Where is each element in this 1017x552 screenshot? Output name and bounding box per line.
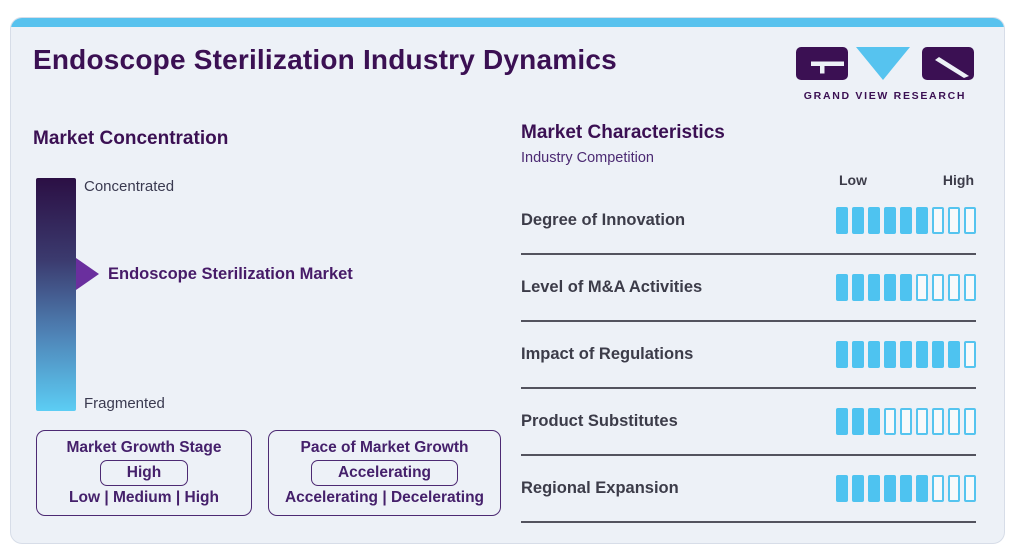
- rating-segment-empty: [948, 408, 960, 435]
- gvr-logo-icon: [796, 47, 974, 80]
- rating-segment-filled: [900, 207, 912, 234]
- rating-segment-filled: [868, 408, 880, 435]
- infographic-card: Endoscope Sterilization Industry Dynamic…: [10, 17, 1005, 544]
- rating-segment-empty: [948, 475, 960, 502]
- rating-segment-empty: [948, 274, 960, 301]
- rating-segment-empty: [964, 207, 976, 234]
- growth-stage-title: Market Growth Stage: [66, 439, 222, 456]
- pace-title: Pace of Market Growth: [300, 439, 469, 456]
- characteristic-label: Impact of Regulations: [521, 345, 694, 363]
- characteristic-row: Level of M&A Activities: [521, 255, 976, 322]
- industry-competition-subheading: Industry Competition: [521, 150, 654, 166]
- rating-segment-filled: [884, 207, 896, 234]
- rating-segment-filled: [948, 341, 960, 368]
- rating-segment-empty: [964, 475, 976, 502]
- rating-segment-filled: [868, 341, 880, 368]
- rating-segment-empty: [964, 274, 976, 301]
- rating-segment-filled: [932, 341, 944, 368]
- scale-header: Low High: [521, 172, 976, 188]
- market-characteristics-heading: Market Characteristics: [521, 122, 725, 143]
- rating-segment-filled: [868, 207, 880, 234]
- characteristics-rows: Degree of Innovation Level of M&A Activit…: [521, 188, 976, 523]
- card-top-accent-strip: [11, 18, 1004, 27]
- rating-segment-filled: [916, 207, 928, 234]
- rating-segment-filled: [884, 475, 896, 502]
- rating-segment-filled: [900, 341, 912, 368]
- concentrated-label: Concentrated: [84, 178, 175, 195]
- rating-segment-filled: [852, 207, 864, 234]
- rating-segment-filled: [852, 341, 864, 368]
- pace-options: Accelerating | Decelerating: [284, 489, 485, 506]
- rating-segment-empty: [932, 475, 944, 502]
- characteristic-label: Degree of Innovation: [521, 211, 686, 229]
- characteristic-row: Regional Expansion: [521, 456, 976, 523]
- rating-segment-empty: [948, 207, 960, 234]
- rating-segment-filled: [884, 341, 896, 368]
- growth-stage-options: Low | Medium | High: [69, 489, 219, 506]
- brand-logo: GRAND VIEW RESEARCH: [794, 46, 976, 102]
- rating-segment-filled: [852, 274, 864, 301]
- growth-stage-selected-value: High: [99, 460, 189, 486]
- rating-bar-group: [836, 475, 976, 502]
- rating-segment-empty: [964, 408, 976, 435]
- scale-high-label: High: [942, 172, 974, 188]
- pace-of-growth-box: Pace of Market Growth Accelerating Accel…: [268, 430, 501, 516]
- rating-segment-filled: [852, 475, 864, 502]
- characteristic-label: Level of M&A Activities: [521, 278, 703, 296]
- rating-segment-empty: [916, 408, 928, 435]
- brand-name: GRAND VIEW RESEARCH: [803, 90, 967, 102]
- rating-segment-empty: [932, 274, 944, 301]
- pace-selected-value: Accelerating: [310, 460, 459, 486]
- rating-segment-empty: [932, 207, 944, 234]
- rating-segment-filled: [868, 475, 880, 502]
- rating-segment-filled: [836, 274, 848, 301]
- characteristic-row: Impact of Regulations: [521, 322, 976, 389]
- rating-segment-filled: [836, 475, 848, 502]
- rating-segment-empty: [932, 408, 944, 435]
- page-title: Endoscope Sterilization Industry Dynamic…: [33, 44, 617, 75]
- characteristic-row: Product Substitutes: [521, 389, 976, 456]
- rating-segment-filled: [836, 207, 848, 234]
- characteristic-label: Regional Expansion: [521, 479, 679, 497]
- market-growth-stage-box: Market Growth Stage High Low | Medium | …: [36, 430, 252, 516]
- market-position-arrow-icon: [76, 258, 99, 290]
- rating-segment-filled: [836, 408, 848, 435]
- rating-segment-filled: [852, 408, 864, 435]
- market-position-label: Endoscope Sterilization Market: [108, 265, 353, 283]
- rating-segment-filled: [836, 341, 848, 368]
- rating-segment-empty: [884, 408, 896, 435]
- rating-segment-empty: [964, 341, 976, 368]
- concentration-gradient-bar: [36, 178, 76, 411]
- rating-segment-filled: [916, 341, 928, 368]
- rating-bar-group: [836, 207, 976, 234]
- characteristic-label: Product Substitutes: [521, 412, 678, 430]
- rating-bar-group: [836, 341, 976, 368]
- rating-segment-empty: [916, 274, 928, 301]
- rating-segment-filled: [900, 274, 912, 301]
- market-characteristics-section: Market Characteristics Industry Competit…: [521, 122, 976, 523]
- rating-segment-filled: [868, 274, 880, 301]
- rating-segment-filled: [916, 475, 928, 502]
- market-concentration-heading: Market Concentration: [33, 128, 229, 149]
- fragmented-label: Fragmented: [84, 395, 165, 412]
- characteristic-row: Degree of Innovation: [521, 188, 976, 255]
- rating-segment-filled: [884, 274, 896, 301]
- rating-bar-group: [836, 408, 976, 435]
- rating-segment-empty: [900, 408, 912, 435]
- rating-bar-group: [836, 274, 976, 301]
- rating-segment-filled: [900, 475, 912, 502]
- scale-low-label: Low: [839, 172, 867, 188]
